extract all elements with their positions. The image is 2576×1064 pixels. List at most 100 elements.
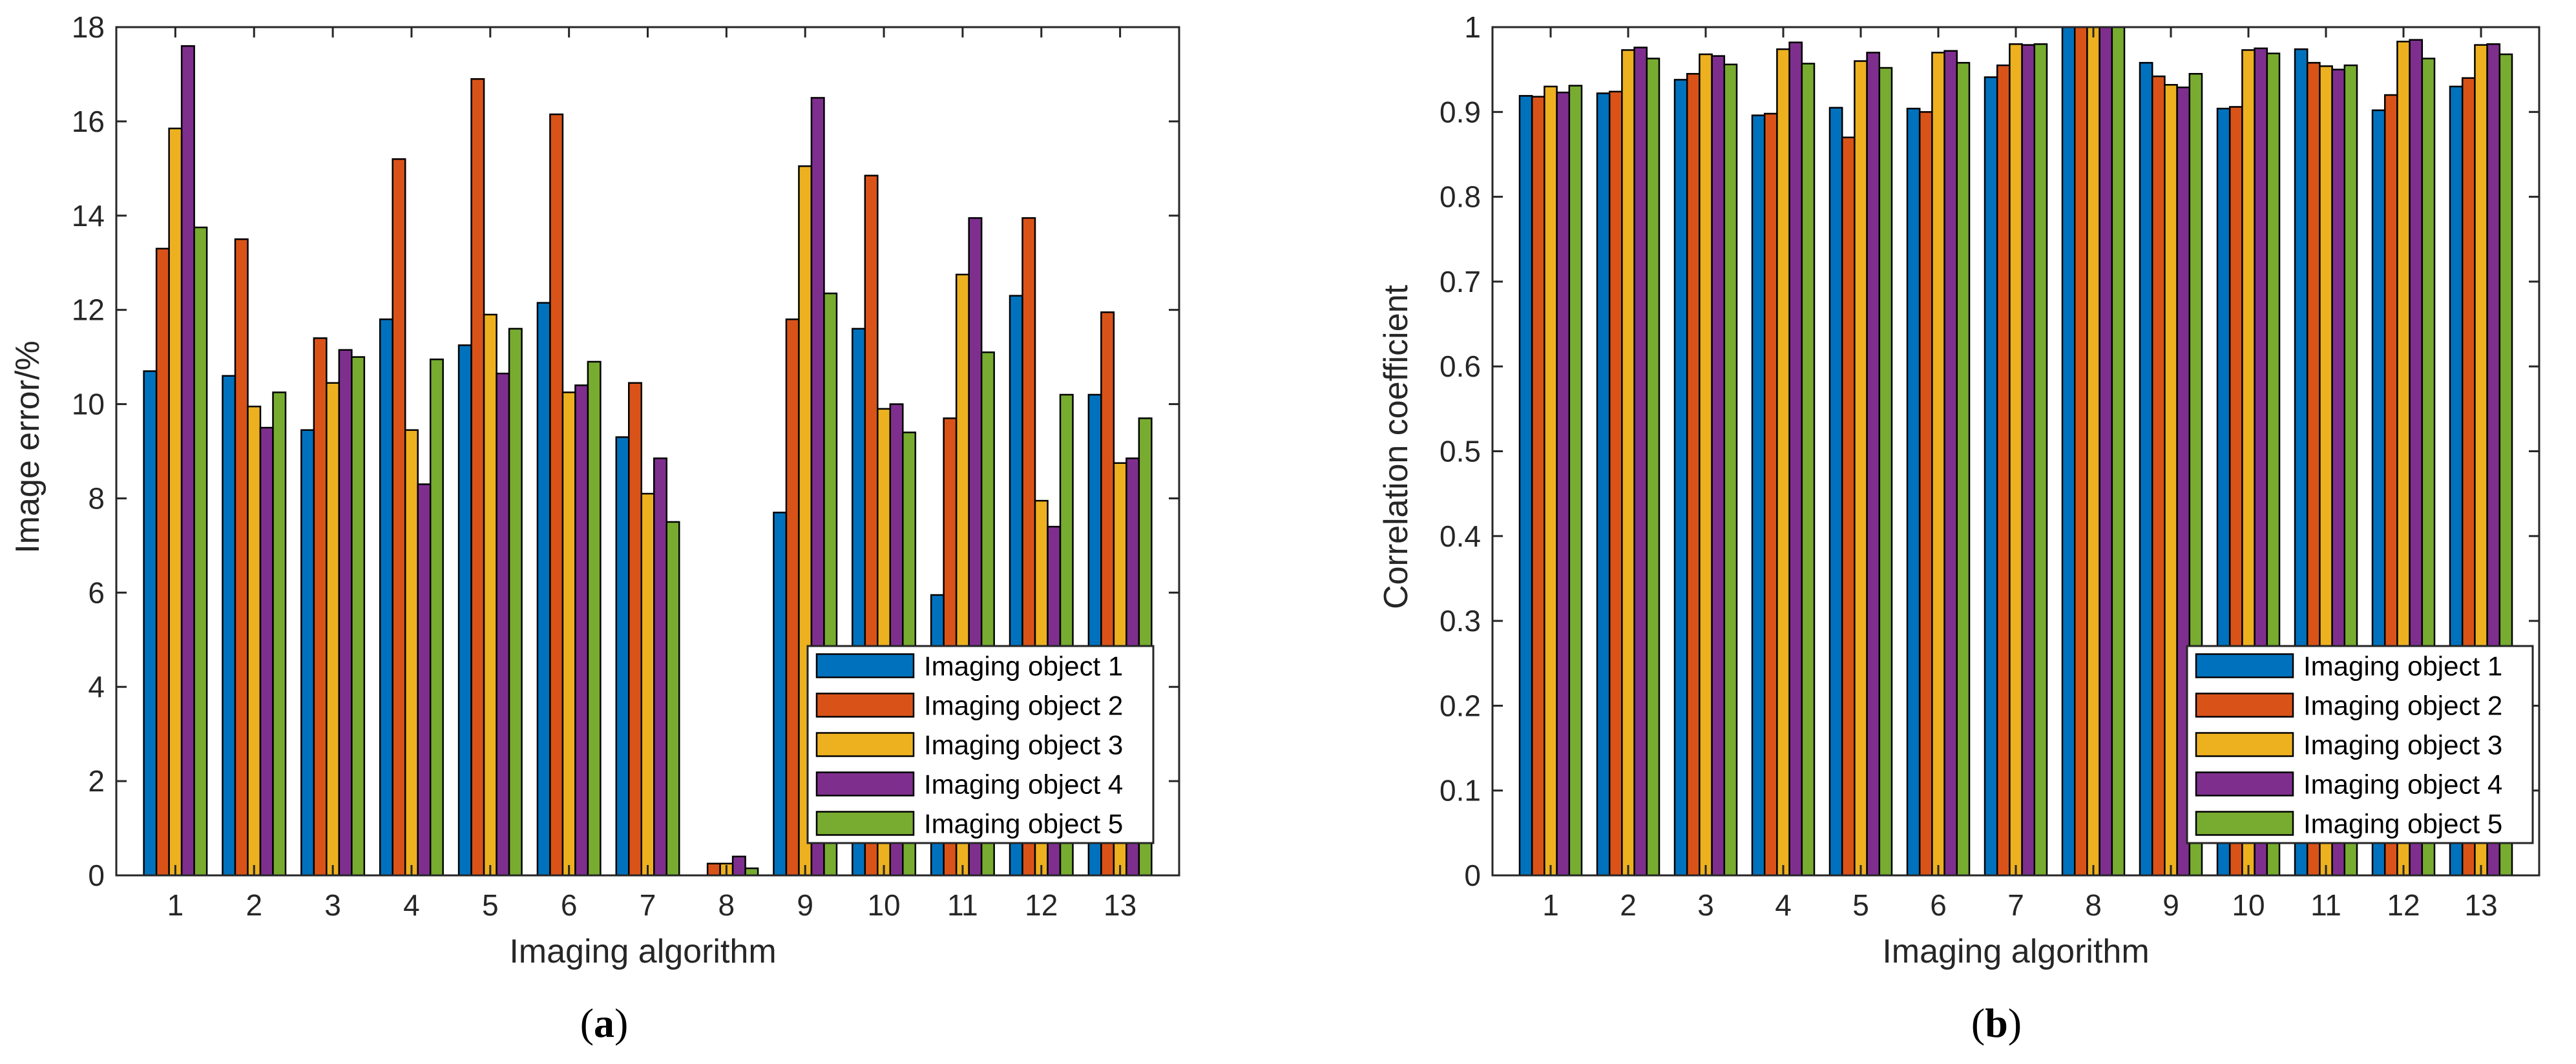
panel-b-bar bbox=[1621, 49, 1635, 877]
panel-a-legend-swatch bbox=[815, 732, 915, 757]
panel-a-bar bbox=[193, 226, 208, 877]
panel-a-ytick-label: 12 bbox=[72, 293, 105, 327]
panel-b-legend-swatch bbox=[2195, 732, 2294, 757]
panel-a-bar bbox=[272, 391, 287, 877]
panel-b-ytick-label: 0.2 bbox=[1440, 689, 1481, 722]
panel-a-bar bbox=[640, 492, 655, 877]
panel-b-plot: 00.10.20.30.40.50.60.70.80.911 2 3 4 5 6 7 8 9 10… bbox=[1440, 10, 2540, 922]
panel-b-bar bbox=[1878, 67, 1893, 877]
panel-b-xtick-label: 5 bbox=[1852, 888, 1869, 922]
panel-a-xtick-label: 10 bbox=[867, 888, 900, 922]
panel-b-ytick-label: 0.1 bbox=[1440, 774, 1481, 808]
panel-b-bar bbox=[2009, 43, 2023, 877]
panel-b-xtick-label: 10 bbox=[2232, 888, 2265, 922]
panel-a-ytick-label: 16 bbox=[72, 105, 105, 138]
panel-a-bar bbox=[300, 429, 315, 877]
panel-a-bar bbox=[143, 370, 158, 877]
panel-b-bar bbox=[1711, 55, 1726, 877]
panel-a-legend-swatch bbox=[815, 653, 915, 678]
panel-b-bar bbox=[2164, 84, 2178, 877]
panel-b-ytick-label: 0.3 bbox=[1440, 604, 1481, 638]
panel-a-legend: Imaging object 1 Imaging object 2 Imaging … bbox=[806, 645, 1155, 844]
panel-a-xtick-label: 11 bbox=[947, 888, 978, 922]
panel-b-bar bbox=[2073, 26, 2088, 877]
panel-a-bar bbox=[351, 356, 366, 877]
panel-a-legend-label: Imaging object 4 bbox=[924, 769, 1123, 800]
panel-b-xtick-label: 13 bbox=[2464, 888, 2497, 922]
panel-a-ytick-label: 0 bbox=[88, 859, 105, 892]
panel-b-caption: (b) bbox=[1971, 1000, 2022, 1046]
panel-a-xtick-label: 13 bbox=[1104, 888, 1136, 922]
panel-b-bar bbox=[2021, 44, 2036, 877]
panel-a-ytick-label: 8 bbox=[88, 481, 105, 515]
panel-b-bar bbox=[1646, 57, 1660, 877]
panel-b-caption-letter: b bbox=[1985, 1000, 2008, 1046]
panel-a-bar bbox=[247, 405, 262, 877]
panel-b-bar bbox=[1556, 91, 1571, 877]
panel-a-xtick-label: 4 bbox=[403, 888, 420, 922]
panel-b-bar bbox=[1608, 90, 1623, 877]
panel-b-bar bbox=[1673, 79, 1688, 877]
panel-a-ytick-label: 2 bbox=[88, 764, 105, 798]
panel-a-caption: (a) bbox=[580, 1000, 629, 1046]
panel-b-xtick-label: 9 bbox=[2162, 888, 2179, 922]
panel-b-legend-label: Imaging object 4 bbox=[2303, 769, 2502, 800]
panel-b-xtick-label: 11 bbox=[2310, 888, 2341, 922]
panel-b-bar bbox=[1723, 63, 1738, 877]
panel-b: 00.10.20.30.40.50.60.70.80.911 2 3 4 5 6 7 8 9 10… bbox=[1377, 10, 2540, 1046]
panel-a-bar bbox=[653, 457, 667, 877]
panel-b-bar bbox=[1751, 114, 1766, 877]
panel-b-bar bbox=[1918, 111, 1933, 877]
panel-b-bar bbox=[1984, 76, 1998, 877]
panel-a-bar bbox=[470, 78, 485, 877]
panel-b-ylabel: Correlation coefficient bbox=[1377, 284, 1415, 609]
panel-b-legend-label: Imaging object 3 bbox=[2303, 730, 2502, 760]
panel-b-bar bbox=[2099, 26, 2113, 877]
panel-a-xlabel: Imaging algorithm bbox=[509, 933, 776, 970]
panel-a-bar bbox=[429, 359, 444, 877]
panel-a-bar bbox=[417, 483, 432, 877]
panel-b-bar bbox=[2151, 75, 2166, 877]
panel-a-bar bbox=[549, 113, 564, 877]
panel-a-bar bbox=[326, 382, 340, 877]
panel-a-legend-label: Imaging object 2 bbox=[924, 691, 1123, 721]
panel-b-bar bbox=[1568, 85, 1583, 877]
panel-a-ylabel: Image error/% bbox=[9, 340, 47, 553]
panel-b-bar bbox=[1956, 61, 1971, 877]
panel-b-legend-label: Imaging object 1 bbox=[2303, 651, 2502, 682]
panel-a-bar bbox=[379, 318, 393, 877]
panel-a-caption-letter: a bbox=[594, 1000, 614, 1046]
panel-a-legend-swatch bbox=[815, 693, 915, 718]
panel-b-ytick-label: 0.7 bbox=[1440, 265, 1481, 298]
panel-a-bar bbox=[496, 372, 510, 877]
panel-a-bar bbox=[222, 375, 236, 877]
panel-b-ytick-label: 0.8 bbox=[1440, 180, 1481, 214]
panel-b-bar bbox=[1596, 92, 1611, 877]
panel-b-legend-swatch bbox=[2195, 653, 2294, 678]
panel-b-xtick-label: 3 bbox=[1697, 888, 1714, 922]
panel-a-legend-swatch bbox=[815, 811, 915, 836]
panel-b-bar bbox=[2061, 26, 2076, 877]
panel-b-bar bbox=[1633, 47, 1648, 877]
panel-b-bar bbox=[1763, 112, 1778, 877]
panel-b-ytick-label: 0.6 bbox=[1440, 349, 1481, 383]
panel-a-bar bbox=[313, 337, 328, 877]
panel-b-legend: Imaging object 1 Imaging object 2 Imaging … bbox=[2186, 645, 2534, 844]
panel-b-ytick-label: 0.5 bbox=[1440, 435, 1481, 468]
panel-a-bar bbox=[180, 45, 195, 877]
panel-b-bar bbox=[1776, 48, 1790, 877]
panel-b-xtick-label: 12 bbox=[2387, 888, 2420, 922]
panel-b-ytick-label: 0.9 bbox=[1440, 95, 1481, 129]
panel-b-bar bbox=[1943, 50, 1958, 877]
panel-b-bar bbox=[1686, 72, 1701, 877]
panel-b-bar bbox=[1931, 52, 1945, 877]
panel-b-bar bbox=[1788, 41, 1803, 877]
panel-a-bar bbox=[665, 521, 680, 877]
panel-a-xtick-label: 2 bbox=[246, 888, 262, 922]
panel-b-xtick-label: 6 bbox=[1930, 888, 1947, 922]
panel-a-ytick-label: 18 bbox=[72, 10, 105, 44]
panel-b-bar bbox=[2086, 26, 2100, 877]
panel-a-bar bbox=[744, 867, 759, 877]
panel-b-xlabel: Imaging algorithm bbox=[1882, 933, 2149, 970]
